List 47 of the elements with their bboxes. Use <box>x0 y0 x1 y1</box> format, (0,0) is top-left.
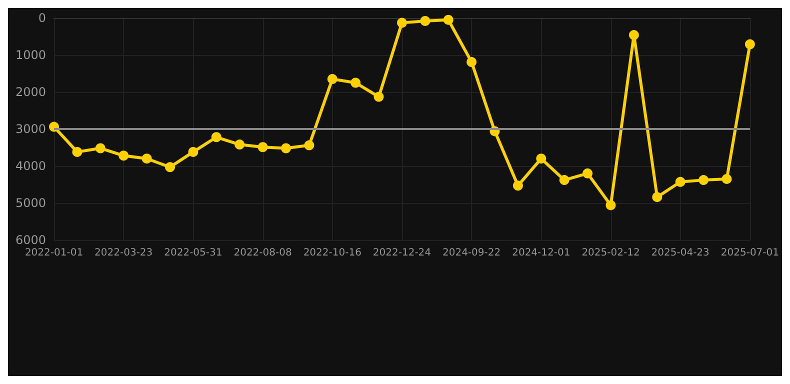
y-tick-label: 0 <box>38 11 46 25</box>
x-tick-label: 2024-12-01 <box>512 248 570 258</box>
x-tick-label: 2025-07-01 <box>720 248 780 258</box>
point <box>95 143 106 154</box>
point <box>420 16 430 26</box>
point <box>628 30 639 40</box>
point <box>443 14 454 25</box>
y-tick-label: 4000 <box>15 159 46 173</box>
point <box>675 176 686 187</box>
point <box>258 142 268 152</box>
x-tick-label: 2025-04-23 <box>651 248 710 258</box>
point <box>744 39 755 50</box>
point <box>512 180 523 191</box>
x-tick-label: 2022-05-31 <box>164 248 222 258</box>
x-tick-label: 2025-02-12 <box>582 248 640 258</box>
x-tick-label: 2024-09-22 <box>442 248 501 258</box>
point <box>606 200 616 210</box>
point <box>536 154 546 164</box>
point <box>652 192 662 202</box>
point <box>142 154 152 164</box>
point <box>327 74 338 84</box>
x-tick-label: 2022-08-08 <box>234 248 292 258</box>
point <box>350 78 361 88</box>
point <box>466 57 477 68</box>
x-tick-label: 2022-12-24 <box>372 248 432 258</box>
x-tick-label: 2022-01-01 <box>24 248 84 258</box>
point <box>165 162 175 172</box>
point <box>396 18 407 28</box>
point <box>234 140 245 150</box>
point <box>559 175 570 186</box>
point <box>304 140 314 150</box>
point <box>722 174 732 184</box>
point <box>72 146 82 157</box>
y-tick-label: 6000 <box>15 233 46 247</box>
point <box>582 168 593 178</box>
y-tick-label: 1000 <box>15 48 46 62</box>
x-tick-label: 2022-10-16 <box>303 248 362 258</box>
y-tick-label: 2000 <box>15 85 46 99</box>
y-tick-label: 5000 <box>15 196 46 210</box>
point <box>211 132 222 142</box>
point <box>118 150 129 161</box>
point <box>698 175 709 186</box>
point <box>188 146 198 157</box>
point <box>374 92 384 102</box>
x-tick-label: 2022-03-23 <box>94 248 153 258</box>
y-tick-label: 3000 <box>15 122 46 136</box>
point <box>280 143 291 154</box>
